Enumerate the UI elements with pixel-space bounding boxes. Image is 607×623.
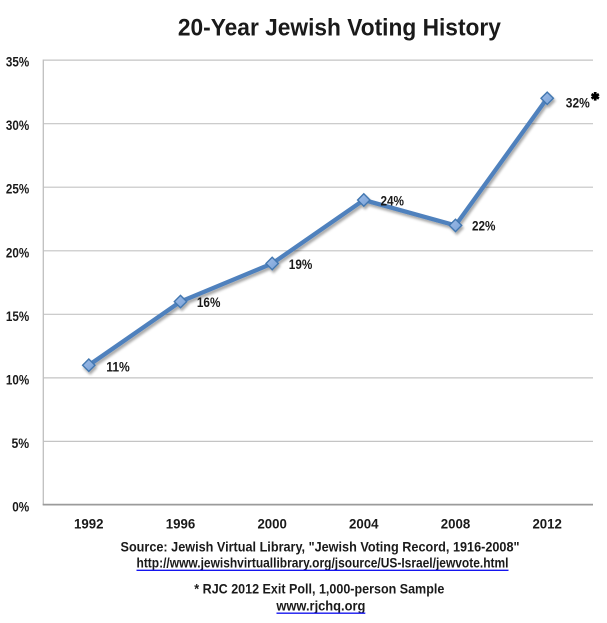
svg-text:22%: 22%: [472, 218, 496, 234]
svg-text:Source: Jewish Virtual Library: Source: Jewish Virtual Library, "Jewish …: [121, 539, 520, 555]
svg-text:35%: 35%: [6, 54, 30, 70]
svg-text:* RJC 2012 Exit Poll, 1,000-pe: * RJC 2012 Exit Poll, 1,000-person Sampl…: [194, 580, 444, 596]
svg-text:5%: 5%: [12, 435, 30, 451]
svg-text:30%: 30%: [6, 117, 30, 133]
svg-text:2004: 2004: [349, 516, 379, 532]
svg-text:2012: 2012: [532, 516, 562, 532]
svg-text:http://www.jewishvirtuallibrar: http://www.jewishvirtuallibrary.org/jsou…: [137, 555, 509, 571]
svg-text:32%: 32%: [566, 95, 590, 111]
svg-text:10%: 10%: [6, 371, 30, 387]
svg-text:1996: 1996: [166, 516, 196, 532]
svg-text:2008: 2008: [441, 516, 471, 532]
svg-text:16%: 16%: [197, 294, 221, 310]
svg-text:20-Year Jewish Voting History: 20-Year Jewish Voting History: [178, 15, 501, 42]
svg-text:20%: 20%: [6, 244, 30, 260]
svg-text:15%: 15%: [6, 308, 30, 324]
svg-text:0%: 0%: [12, 499, 29, 515]
svg-text:11%: 11%: [106, 358, 130, 374]
svg-text:www.rjchq.org: www.rjchq.org: [275, 598, 365, 614]
svg-text:19%: 19%: [289, 256, 313, 272]
svg-text:25%: 25%: [6, 181, 30, 197]
svg-text:2000: 2000: [257, 516, 287, 532]
svg-text:1992: 1992: [74, 516, 104, 532]
svg-text:24%: 24%: [381, 193, 405, 209]
